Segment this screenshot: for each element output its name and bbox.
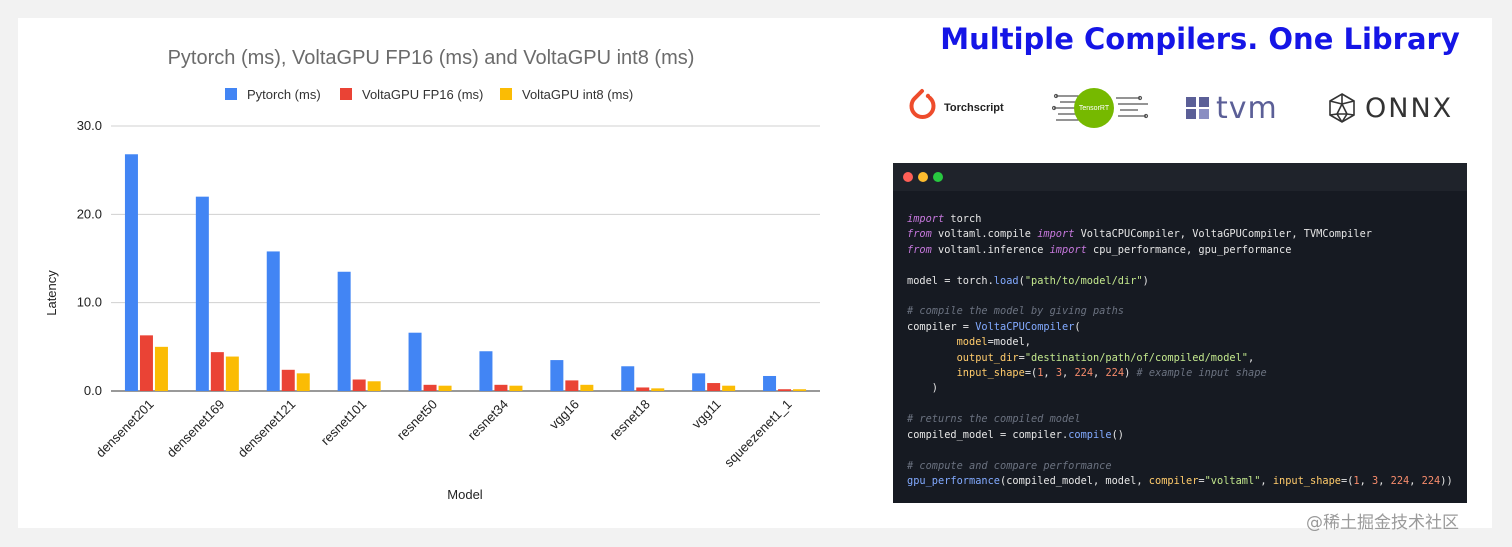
bar-voltagpu-resnet50 bbox=[423, 384, 437, 391]
chart-title: Pytorch (ms), VoltaGPU FP16 (ms) and Vol… bbox=[168, 47, 695, 69]
bar-pytorch-vgg11 bbox=[692, 373, 706, 391]
x-tick-labels: densenet201 densenet169 densenet121 resnet1… bbox=[93, 397, 795, 470]
x-tick-label: resnet34 bbox=[465, 397, 511, 443]
onnx-logo: ONNX bbox=[1327, 86, 1453, 130]
latency-bar-chart: Pytorch (ms), VoltaGPU FP16 (ms) and Vol… bbox=[44, 47, 820, 502]
bar-voltagpu-resnet34 bbox=[494, 384, 508, 391]
legend-label: VoltaGPU FP16 (ms) bbox=[362, 87, 483, 102]
onnx-label: ONNX bbox=[1365, 92, 1454, 124]
window-titlebar bbox=[893, 163, 1467, 191]
tensorrt-logo: TensorRT bbox=[1052, 86, 1149, 130]
legend-swatch bbox=[225, 88, 237, 100]
chart-bars bbox=[124, 154, 807, 391]
torchscript-label: Torchscript bbox=[944, 102, 1004, 114]
bar-voltagpu-densenet201 bbox=[154, 346, 168, 391]
bar-pytorch-resnet34 bbox=[479, 351, 493, 391]
x-tick-label: vgg16 bbox=[546, 397, 582, 433]
bar-pytorch-densenet121 bbox=[266, 251, 280, 391]
bar-voltagpu-resnet18 bbox=[636, 387, 650, 391]
bar-voltagpu-vgg16 bbox=[565, 380, 579, 391]
x-tick-label: vgg11 bbox=[689, 397, 724, 432]
chart-gridlines: 0.0 10.0 20.0 30.0 bbox=[77, 118, 820, 398]
maximize-dot-icon bbox=[933, 172, 943, 182]
x-tick-label: densenet169 bbox=[164, 397, 228, 461]
bar-voltagpu-resnet34 bbox=[509, 385, 523, 391]
bar-pytorch-densenet169 bbox=[195, 196, 209, 391]
x-tick-label: densenet201 bbox=[93, 397, 157, 461]
x-axis-label: Model bbox=[447, 487, 483, 502]
bar-voltagpu-squeezenet1_1 bbox=[778, 389, 792, 391]
x-tick-label: resnet50 bbox=[394, 397, 440, 443]
tvm-label: tvm bbox=[1216, 90, 1278, 126]
headline: Multiple Compilers. One Library bbox=[940, 22, 1460, 56]
code-window: import torch from voltaml.compile import… bbox=[893, 163, 1467, 503]
bar-voltagpu-resnet101 bbox=[367, 381, 381, 391]
bar-pytorch-resnet101 bbox=[337, 271, 351, 391]
legend-label: VoltaGPU int8 (ms) bbox=[522, 87, 633, 102]
x-tick-label: squeezenet1_1 bbox=[721, 397, 794, 470]
legend-label: Pytorch (ms) bbox=[247, 87, 321, 102]
bar-voltagpu-densenet121 bbox=[281, 369, 295, 391]
y-axis-label: Latency bbox=[44, 270, 59, 316]
legend-swatch bbox=[500, 88, 512, 100]
tensorrt-badge: TensorRT bbox=[1074, 88, 1114, 128]
bar-pytorch-densenet201 bbox=[124, 154, 138, 391]
bar-voltagpu-densenet169 bbox=[210, 352, 224, 391]
onnx-polyhedron-icon bbox=[1329, 93, 1355, 123]
y-tick-label: 20.0 bbox=[77, 206, 102, 221]
bar-voltagpu-densenet121 bbox=[296, 373, 310, 391]
circuit-lines-icon bbox=[1052, 93, 1149, 121]
legend-swatch bbox=[340, 88, 352, 100]
code-snippet: import torch from voltaml.compile import… bbox=[907, 213, 1453, 487]
bar-voltagpu-squeezenet1_1 bbox=[793, 389, 807, 391]
bar-voltagpu-vgg11 bbox=[707, 383, 721, 391]
close-dot-icon bbox=[903, 172, 913, 182]
x-tick-label: resnet101 bbox=[318, 397, 369, 448]
pytorch-flame-icon bbox=[909, 89, 936, 120]
chart-legend: Pytorch (ms) VoltaGPU FP16 (ms) VoltaGPU i… bbox=[225, 87, 633, 102]
bar-pytorch-resnet50 bbox=[408, 332, 422, 391]
bar-voltagpu-resnet18 bbox=[651, 388, 665, 391]
x-tick-label: densenet121 bbox=[235, 397, 299, 461]
torchscript-logo: Torchscript bbox=[904, 86, 1004, 130]
bar-voltagpu-densenet169 bbox=[225, 356, 239, 391]
watermark: @稀土掘金技术社区 bbox=[1306, 513, 1459, 533]
x-tick-label: resnet18 bbox=[606, 397, 652, 443]
tvm-blocks-icon bbox=[1186, 97, 1209, 119]
y-tick-label: 0.0 bbox=[84, 383, 102, 398]
bar-pytorch-vgg16 bbox=[550, 360, 564, 391]
bar-voltagpu-vgg11 bbox=[722, 385, 736, 391]
bar-voltagpu-densenet201 bbox=[139, 335, 153, 391]
bar-voltagpu-resnet101 bbox=[352, 379, 366, 391]
bar-pytorch-resnet18 bbox=[621, 366, 635, 391]
tvm-logo: tvm bbox=[1186, 86, 1278, 130]
bar-voltagpu-vgg16 bbox=[580, 384, 594, 391]
bar-pytorch-squeezenet1_1 bbox=[763, 375, 777, 391]
y-tick-label: 30.0 bbox=[77, 118, 102, 133]
bar-voltagpu-resnet50 bbox=[438, 385, 452, 391]
minimize-dot-icon bbox=[918, 172, 928, 182]
y-tick-label: 10.0 bbox=[77, 295, 102, 310]
